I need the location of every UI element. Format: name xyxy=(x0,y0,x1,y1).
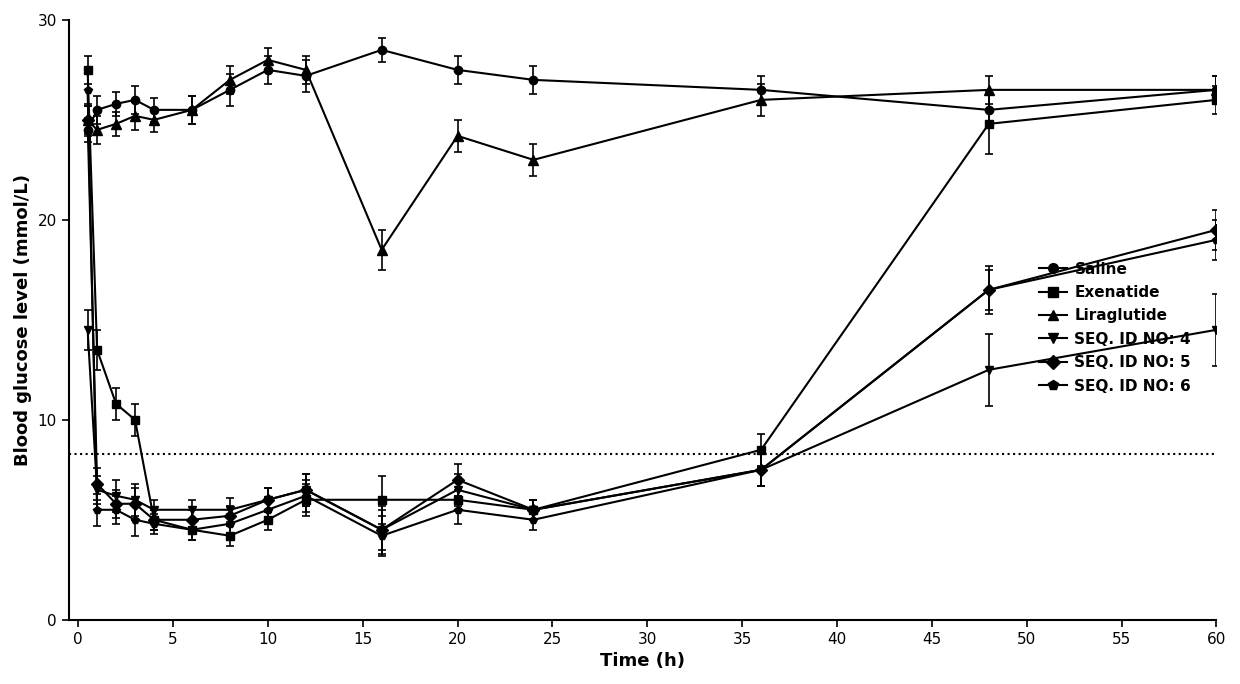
X-axis label: Time (h): Time (h) xyxy=(600,652,684,670)
Y-axis label: Blood glucose level (mmol/L): Blood glucose level (mmol/L) xyxy=(14,174,32,466)
Legend: Saline, Exenatide, Liraglutide, SEQ. ID NO: 4, SEQ. ID NO: 5, SEQ. ID NO: 6: Saline, Exenatide, Liraglutide, SEQ. ID … xyxy=(1033,256,1198,399)
